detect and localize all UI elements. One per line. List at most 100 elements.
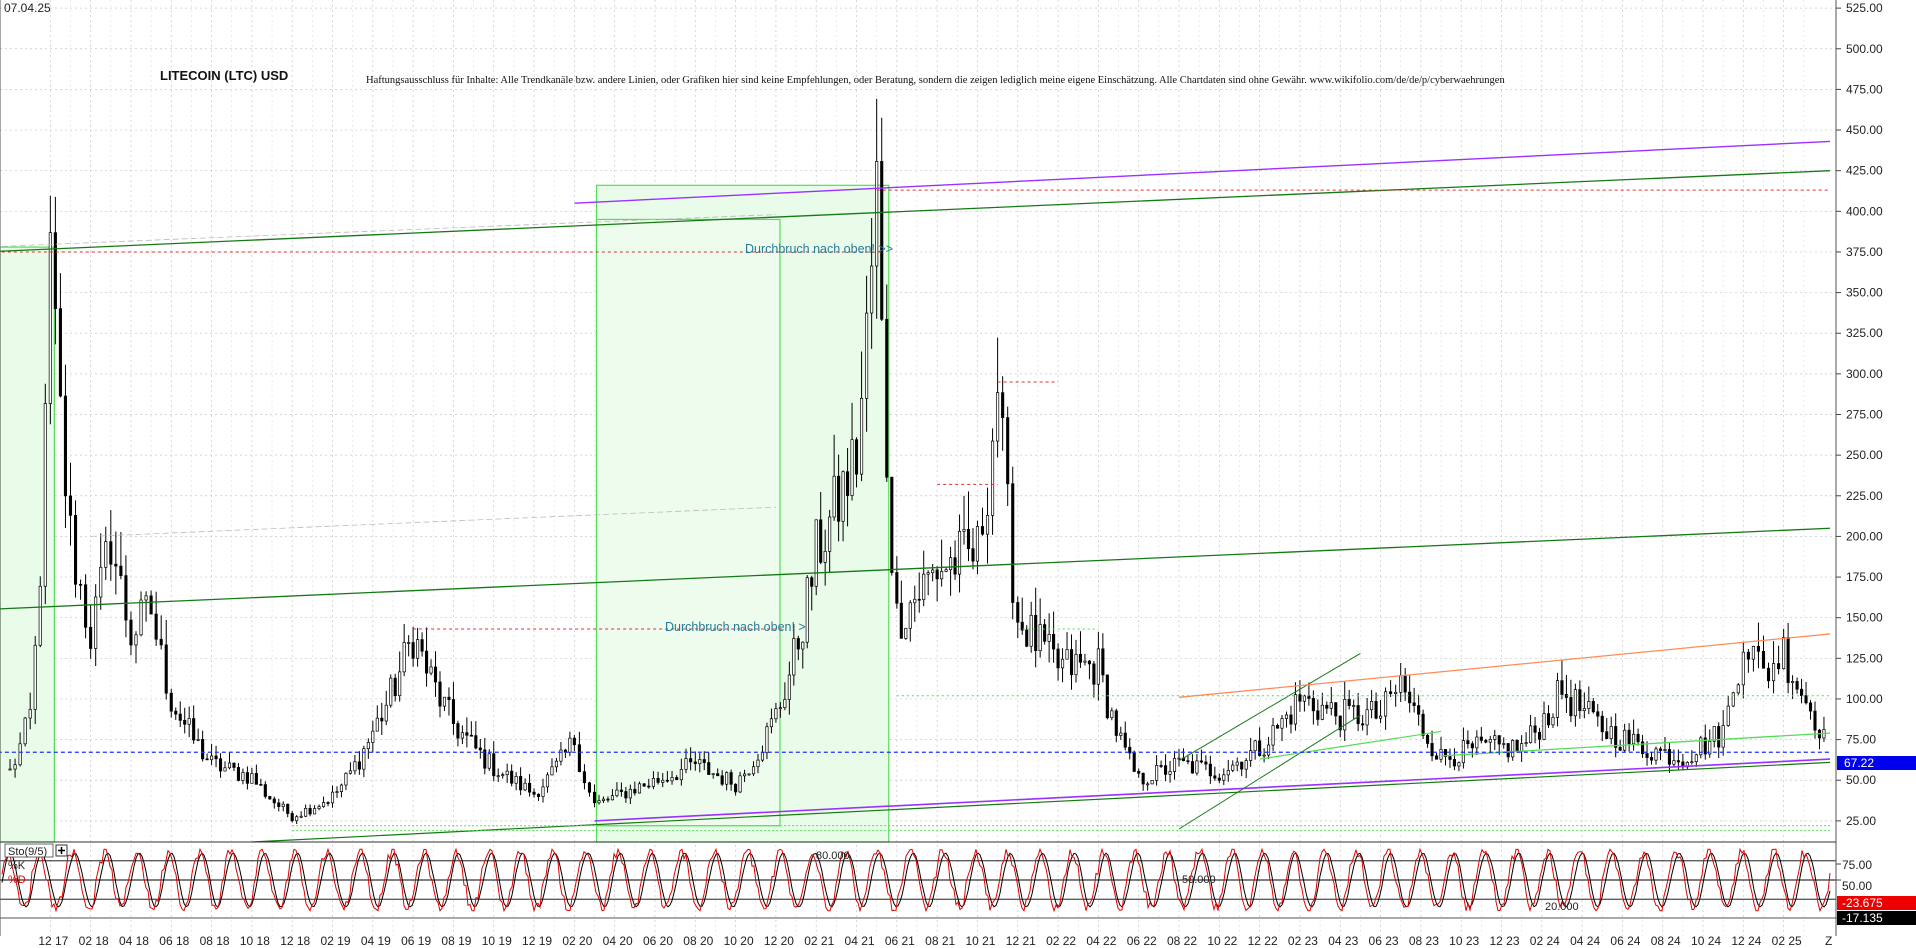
candle-body	[38, 585, 42, 646]
candle-body	[880, 161, 884, 320]
stoch-d-value-badge	[1837, 911, 1916, 925]
x-tick-label: 06 22	[1127, 934, 1157, 948]
x-tick-label: 02 24	[1530, 934, 1560, 948]
candle-body	[1011, 483, 1015, 603]
candle-body	[885, 318, 889, 478]
candle-body	[1001, 392, 1005, 418]
candle-body	[1555, 680, 1560, 718]
candle-body	[1020, 621, 1024, 631]
candle-body	[778, 707, 782, 710]
candle-body	[1240, 761, 1244, 770]
candle-body	[610, 795, 614, 801]
candle-body	[541, 786, 545, 797]
candle-body	[1316, 710, 1320, 720]
x-tick-label: 02 18	[79, 934, 109, 948]
candle-body	[642, 783, 646, 787]
candle-body	[647, 785, 651, 788]
candle-body	[615, 789, 619, 797]
x-tick-label: 10 21	[965, 934, 995, 948]
candle-body	[1199, 760, 1203, 763]
candle-body	[1168, 771, 1172, 775]
x-tick-label: 04 19	[361, 934, 391, 948]
gray-arc-upper	[0, 214, 776, 247]
candle-body	[832, 475, 836, 518]
candle-body	[1587, 701, 1591, 709]
candle-body	[375, 717, 379, 732]
candle-body	[980, 526, 985, 535]
x-tick-label: 04 23	[1328, 934, 1358, 948]
candle-body	[1302, 695, 1306, 702]
candle-body	[1524, 742, 1528, 744]
candle-body	[1190, 761, 1194, 774]
x-tick-label: 06 21	[885, 934, 915, 948]
candle-body	[922, 573, 926, 601]
candle-body	[1627, 729, 1631, 745]
candle-body	[456, 723, 460, 739]
candle-body	[1533, 725, 1537, 733]
candle-body	[1569, 697, 1573, 717]
candle-body	[1293, 694, 1298, 725]
candle-body	[1222, 774, 1226, 781]
candle-body	[1703, 737, 1707, 755]
candle-body	[1334, 702, 1338, 717]
candle-body	[1195, 760, 1199, 774]
candle-body	[1101, 648, 1105, 676]
candle-body	[926, 572, 930, 575]
candle-body	[89, 626, 93, 649]
candle-body	[1618, 747, 1622, 751]
stoch-d-line	[1, 852, 1831, 908]
candle-body	[619, 789, 623, 792]
indicator-add-icon[interactable]	[55, 844, 68, 857]
candle-body	[326, 802, 330, 804]
candle-body	[1488, 739, 1492, 743]
candle-body	[1466, 740, 1470, 745]
candle-body	[774, 708, 778, 720]
y-tick-label: 450.00	[1846, 123, 1883, 137]
gray-arc-lower	[90, 506, 776, 537]
candle-body	[1408, 691, 1412, 704]
candle-body	[1253, 740, 1257, 752]
candle-body	[528, 782, 532, 793]
candle-body	[1726, 705, 1730, 726]
x-tick-label: 08 21	[925, 934, 955, 948]
candle-body	[846, 471, 850, 496]
candle-body	[1560, 680, 1564, 695]
candle-body	[519, 776, 523, 791]
candle-body	[957, 530, 962, 575]
candle-body	[633, 788, 637, 794]
candle-body	[348, 770, 352, 774]
indicator-name: Sto(9/5)	[8, 846, 47, 858]
candle-body	[205, 758, 209, 761]
highlight-box-2020	[595, 218, 781, 827]
candle-body	[1515, 740, 1519, 752]
candle-body	[1470, 743, 1474, 749]
candle-body	[357, 761, 361, 770]
candle-body	[335, 791, 339, 793]
candle-body	[411, 642, 415, 659]
candle-body	[1128, 746, 1132, 754]
candle-body	[661, 779, 665, 783]
candle-body	[1448, 756, 1452, 760]
candle-body	[1506, 743, 1510, 758]
indicator-name-box	[4, 843, 54, 858]
candle-body	[1746, 651, 1750, 660]
candle-body	[214, 755, 218, 760]
x-tick-label: 12 24	[1731, 934, 1761, 948]
candle-body	[670, 777, 674, 782]
x-tick-label: 10 19	[482, 934, 512, 948]
candle-body	[460, 732, 464, 739]
candle-body	[268, 796, 272, 800]
candle-body	[8, 768, 12, 771]
candle-body	[407, 642, 411, 644]
x-tick-label: 12 18	[280, 934, 310, 948]
y-tick-label: 175.00	[1846, 570, 1883, 584]
candle-body	[532, 791, 536, 795]
y-tick-label: 500.00	[1846, 42, 1883, 56]
y-tick-label: 525.00	[1846, 1, 1883, 15]
candle-body	[13, 764, 17, 770]
candle-body	[313, 808, 317, 815]
rising-support-short	[1259, 730, 1442, 760]
y-tick-label: 250.00	[1846, 448, 1883, 462]
candle-body	[1591, 701, 1595, 713]
